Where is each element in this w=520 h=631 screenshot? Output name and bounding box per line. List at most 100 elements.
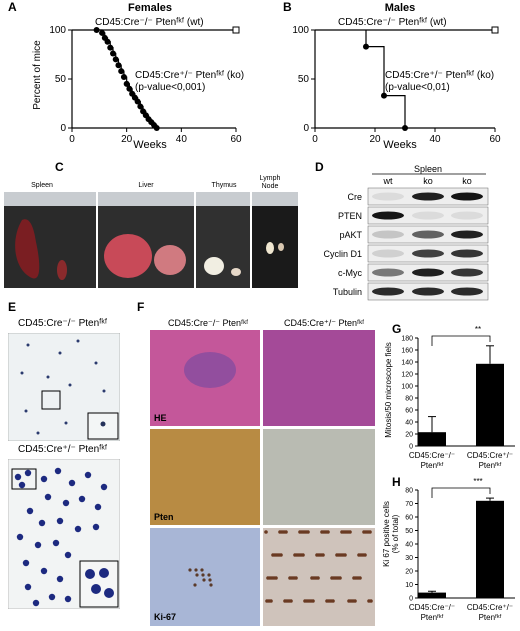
organ-label-lymph: Lymph — [260, 175, 281, 182]
cell-nucleus — [16, 533, 24, 541]
lane-label: ko — [423, 176, 433, 186]
x-axis-label: Weeks — [133, 139, 167, 151]
pten-wt-tile — [150, 429, 260, 525]
ruler — [4, 192, 96, 206]
wt-series-label: CD45:Cre⁻/⁻ Ptenᶠᵏᶠ (wt) — [95, 17, 204, 28]
y-axis-label: Percent of mice — [32, 40, 43, 110]
stain-label-ki67: Ki-67 — [154, 612, 176, 622]
ki67-positive-nucleus — [303, 599, 307, 603]
y-tick-label: 100 — [401, 384, 413, 391]
survival-chart-males: Males Weeks CD45:Cre⁻/⁻ Ptenᶠᵏᶠ (wt) CD4… — [292, 2, 501, 151]
cell-nucleus — [20, 371, 24, 375]
cell-nucleus — [78, 495, 86, 503]
bar — [476, 363, 504, 446]
organ-label-liver: Liver — [138, 182, 154, 189]
ko-data-point — [123, 80, 130, 87]
wt-series-label: CD45:Cre⁻/⁻ Ptenᶠᵏᶠ (wt) — [338, 17, 447, 28]
cell-nucleus — [64, 421, 68, 425]
pten-ko-tile — [263, 429, 375, 525]
bar2-label-line2: Ptenᶠᵏᶠ — [479, 613, 502, 622]
blot-band — [451, 287, 483, 296]
y-tick-label: 50 — [405, 528, 413, 535]
blot-row-label: Tubulin — [333, 287, 362, 297]
cell-nucleus — [76, 339, 80, 343]
cell-nucleus — [68, 479, 76, 487]
cell-nucleus — [102, 389, 106, 393]
lane-label: wt — [383, 176, 393, 186]
y-tick-label: 100 — [49, 25, 66, 36]
column-label-ko: CD45:Cre⁺/⁻ Ptenᶠᵏᶠ — [284, 318, 365, 328]
x-tick-label: 20 — [121, 134, 133, 145]
ki67-positive-nucleus — [367, 599, 371, 603]
ko-data-point — [120, 74, 127, 81]
ko-data-point — [381, 92, 387, 99]
cell-nucleus — [22, 559, 30, 567]
ko-data-point — [99, 29, 106, 36]
bar1-label-line2: Ptenᶠᵏᶠ — [421, 461, 444, 470]
ki67-positive-nucleus — [310, 576, 314, 580]
y-tick-label: 120 — [401, 372, 413, 379]
survival-chart-females: Females Percent of mice Weeks CD45:Cre⁻/… — [32, 2, 244, 151]
cytology-image-wt — [8, 333, 120, 441]
significance-bracket — [431, 335, 491, 346]
cell-nucleus — [56, 575, 64, 583]
cell-nucleus — [64, 595, 72, 603]
y-tick-label: 30 — [405, 555, 413, 562]
x-axis-label: Weeks — [383, 139, 417, 151]
y-tick-label: 100 — [292, 25, 309, 36]
x-tick-label: 60 — [230, 134, 242, 145]
spleen-ko — [15, 219, 40, 279]
blot-band — [372, 192, 404, 201]
blot-band — [372, 249, 404, 258]
cell-nucleus — [74, 525, 82, 533]
blot-row-label: Cyclin D1 — [323, 249, 362, 259]
ko-data-point — [363, 43, 369, 50]
x-tick-label: 40 — [176, 134, 188, 145]
ki67-positive-nucleus — [278, 530, 282, 534]
ki67-positive-nucleus — [288, 576, 292, 580]
x-tick-label: 0 — [69, 134, 75, 145]
blot-band — [412, 287, 444, 296]
y-tick-label: 40 — [405, 542, 413, 549]
ko-data-point — [137, 103, 144, 110]
y-axis-label: Mitosis/50 microscope fiels — [384, 342, 393, 438]
western-blot: Spleen wt ko ko Cre PTEN pAKT Cyclin D1 c-My… — [323, 164, 489, 301]
bar2-label-line1: CD45:Cre⁺/⁻ — [467, 451, 513, 460]
cell-nucleus — [84, 471, 92, 479]
cell-nucleus — [44, 493, 52, 501]
wt-censor-marker — [232, 26, 240, 34]
histology-grid: HE Pten Ki-67 — [150, 330, 375, 626]
organ-label-spleen: Spleen — [31, 182, 53, 189]
genotype-label-ko: CD45:Cre⁺/⁻ Ptenᶠᵏᶠ — [18, 444, 108, 455]
cell-nucleus — [46, 375, 50, 379]
ko-data-point — [104, 38, 111, 45]
ruler — [252, 192, 298, 206]
panel-label-b: B — [283, 0, 292, 14]
cell-nucleus — [26, 343, 30, 347]
y-tick-label: 0 — [303, 123, 309, 134]
ki67-positive-nucleus — [188, 568, 192, 572]
cell-nucleus — [38, 519, 46, 527]
lymph-node-wt — [278, 243, 284, 251]
panel-label-h: H — [392, 475, 401, 489]
ki67-positive-nucleus — [298, 530, 302, 534]
panel-label-d: D — [315, 160, 324, 174]
thymus-photo-tile — [196, 192, 250, 288]
spleen-wt — [57, 260, 67, 280]
blot-band — [412, 249, 444, 258]
ki67-positive-nucleus — [202, 578, 206, 582]
panel-label-f: F — [137, 300, 145, 314]
y-tick-label: 40 — [405, 420, 413, 427]
y-tick-label: 140 — [401, 360, 413, 367]
thymus-wt — [231, 268, 241, 276]
y-tick-label: 180 — [401, 336, 413, 343]
tissue-label: Spleen — [414, 164, 442, 174]
x-tick-label: 0 — [312, 134, 318, 145]
blot-band — [372, 211, 404, 220]
cytology-image-ko — [8, 459, 120, 609]
y-tick-label: 50 — [298, 74, 310, 85]
ki67-wt-tile — [150, 528, 260, 626]
lymph-node-photo-tile — [252, 192, 298, 288]
bar1-label-line1: CD45:Cre⁻/⁻ — [409, 451, 455, 460]
blot-band — [412, 192, 444, 201]
